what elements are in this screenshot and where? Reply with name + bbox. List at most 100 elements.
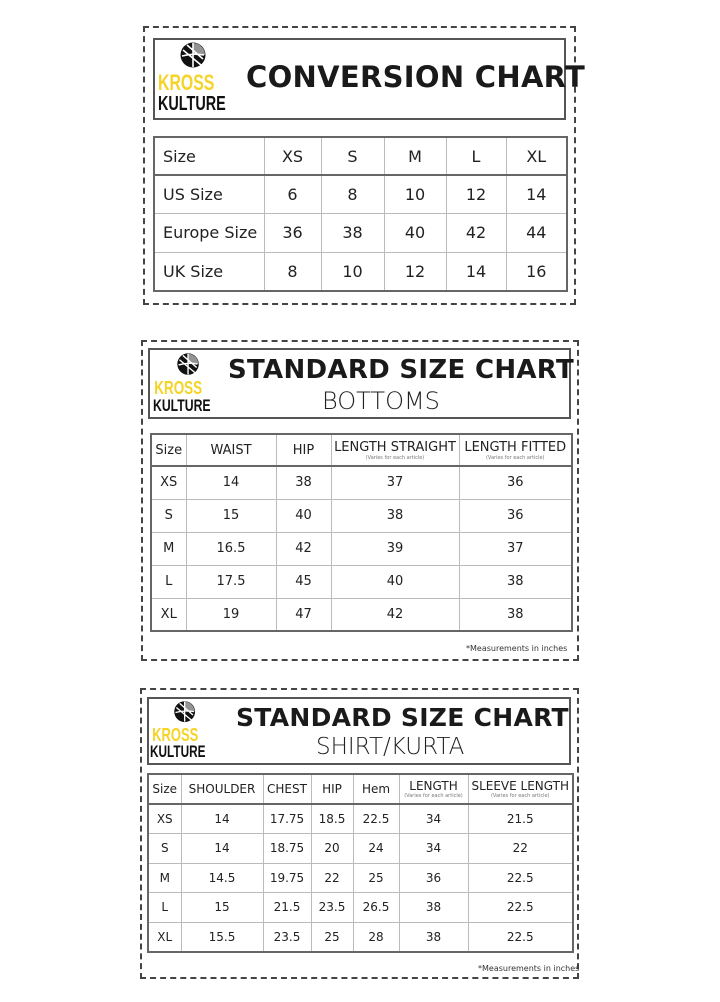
- table-cell: 38: [398, 892, 469, 923]
- shirt-chart-card: [140, 688, 579, 979]
- table-cell: 40: [275, 498, 332, 533]
- table-cell: UK Size: [153, 251, 265, 291]
- column-header-label: XL: [526, 146, 547, 166]
- table-cell: 39: [330, 531, 460, 566]
- table-row: M 14.5 19.75 22 25 36 22.5: [147, 862, 574, 893]
- brand-kross: KROSS: [152, 724, 199, 745]
- table-row: XS 14 38 37 36: [150, 465, 573, 500]
- table-cell: L: [150, 564, 187, 599]
- table-cell: 22: [467, 833, 574, 864]
- table-cell: 44: [505, 213, 568, 253]
- table-row: UK Size 8 10 12 14 16: [153, 251, 568, 291]
- table-cell: 22.5: [352, 803, 400, 834]
- column-header-label: Size: [152, 782, 178, 796]
- column-header: HIP: [310, 773, 354, 805]
- column-header-note: (Varies for each article): [365, 454, 425, 461]
- table-cell: 21.5: [467, 803, 574, 834]
- table-cell: 36: [398, 862, 469, 893]
- table-cell: 16.5: [185, 531, 277, 566]
- brand-kross: KROSS: [154, 376, 203, 398]
- table-cell: 38: [320, 213, 385, 253]
- table-cell: 25: [310, 921, 354, 952]
- kross-kulture-logo: KROSS KULTURE: [153, 352, 223, 414]
- column-header-label: LENGTH FITTED: [464, 439, 567, 455]
- column-header-label: M: [408, 146, 422, 166]
- table-cell: 15: [180, 892, 264, 923]
- column-header-label: WAIST: [210, 442, 252, 458]
- column-header-label: SHOULDER: [188, 782, 256, 796]
- table-cell: 24: [352, 833, 400, 864]
- table-row: XL 19 47 42 38: [150, 597, 573, 632]
- table-row: M 16.5 42 39 37: [150, 531, 573, 566]
- table-row: XS 14 17.75 18.5 22.5 34 21.5: [147, 803, 574, 834]
- basketball-logo-icon: [177, 353, 199, 375]
- bottoms-chart-card: [141, 340, 579, 661]
- table-cell: Europe Size: [153, 213, 265, 253]
- table-row: Europe Size 36 38 40 42 44: [153, 213, 568, 253]
- header-row: Size SHOULDER CHEST HIP Hem LENGTH (Varies for…: [147, 773, 574, 805]
- conversion-table: Size XS S M L XL US Size 6 8 10 12 14 Europe Size 36 3…: [153, 136, 568, 292]
- shirt-title: STANDARD SIZE CHART: [236, 703, 569, 732]
- table-cell: 14: [445, 251, 507, 291]
- column-header-label: SLEEVE LENGTH: [471, 779, 570, 793]
- column-header: LENGTH FITTED (Varies for each article): [458, 433, 573, 467]
- column-header-label: LENGTH: [409, 779, 458, 793]
- table-cell: 42: [275, 531, 332, 566]
- table-cell: 14.5: [180, 862, 264, 893]
- table-cell: 23.5: [262, 921, 312, 952]
- kross-kulture-logo: KROSS KULTURE: [150, 700, 220, 760]
- basketball-logo-icon: [174, 701, 196, 723]
- table-cell: L: [147, 892, 182, 923]
- table-cell: 10: [320, 251, 385, 291]
- bottoms-header: [148, 348, 571, 419]
- table-cell: 45: [275, 564, 332, 599]
- table-cell: 36: [458, 465, 573, 500]
- bottoms-subtitle: BOTTOMS: [322, 387, 440, 415]
- brand-kulture: KULTURE: [150, 742, 206, 761]
- table-cell: 37: [458, 531, 573, 566]
- column-header-label: CHEST: [267, 782, 307, 796]
- table-cell: 20: [310, 833, 354, 864]
- table-cell: 14: [180, 803, 264, 834]
- table-cell: 21.5: [262, 892, 312, 923]
- brand-kulture: KULTURE: [158, 93, 226, 115]
- table-row: S 14 18.75 20 24 34 22: [147, 833, 574, 864]
- column-header: SHOULDER: [180, 773, 264, 805]
- table-cell: 42: [330, 597, 460, 632]
- table-row: US Size 6 8 10 12 14: [153, 174, 568, 214]
- table-cell: 10: [383, 174, 447, 214]
- shirt-subtitle: SHIRT/KURTA: [316, 734, 465, 760]
- table-cell: 8: [263, 251, 322, 291]
- table-cell: 22: [310, 862, 354, 893]
- brand-kulture: KULTURE: [153, 396, 211, 416]
- table-cell: 36: [263, 213, 322, 253]
- table-cell: 26.5: [352, 892, 400, 923]
- table-cell: 38: [330, 498, 460, 533]
- column-header-label: HIP: [322, 782, 342, 796]
- basketball-logo-icon: [180, 42, 206, 68]
- table-cell: 36: [458, 498, 573, 533]
- column-header: Size: [147, 773, 182, 805]
- bottoms-title: STANDARD SIZE CHART: [228, 355, 574, 385]
- column-header-label: LENGTH STRAIGHT: [334, 439, 456, 455]
- table-cell: 22.5: [467, 892, 574, 923]
- column-header-label: Size: [163, 146, 196, 166]
- column-header: CHEST: [262, 773, 312, 805]
- table-cell: 38: [275, 465, 332, 500]
- table-cell: 47: [275, 597, 332, 632]
- table-cell: 19.75: [262, 862, 312, 893]
- shirt-note: *Measurements in inches: [478, 964, 580, 973]
- table-cell: XL: [150, 597, 187, 632]
- table-cell: 8: [320, 174, 385, 214]
- table-cell: 40: [330, 564, 460, 599]
- table-cell: US Size: [153, 174, 265, 214]
- conversion-chart-card: [143, 26, 576, 305]
- table-cell: XS: [147, 803, 182, 834]
- table-cell: 15: [185, 498, 277, 533]
- column-header: XL: [505, 136, 568, 176]
- column-header-label: XS: [281, 146, 304, 166]
- table-cell: 22.5: [467, 862, 574, 893]
- table-cell: 28: [352, 921, 400, 952]
- table-cell: 42: [445, 213, 507, 253]
- column-header: HIP: [275, 433, 332, 467]
